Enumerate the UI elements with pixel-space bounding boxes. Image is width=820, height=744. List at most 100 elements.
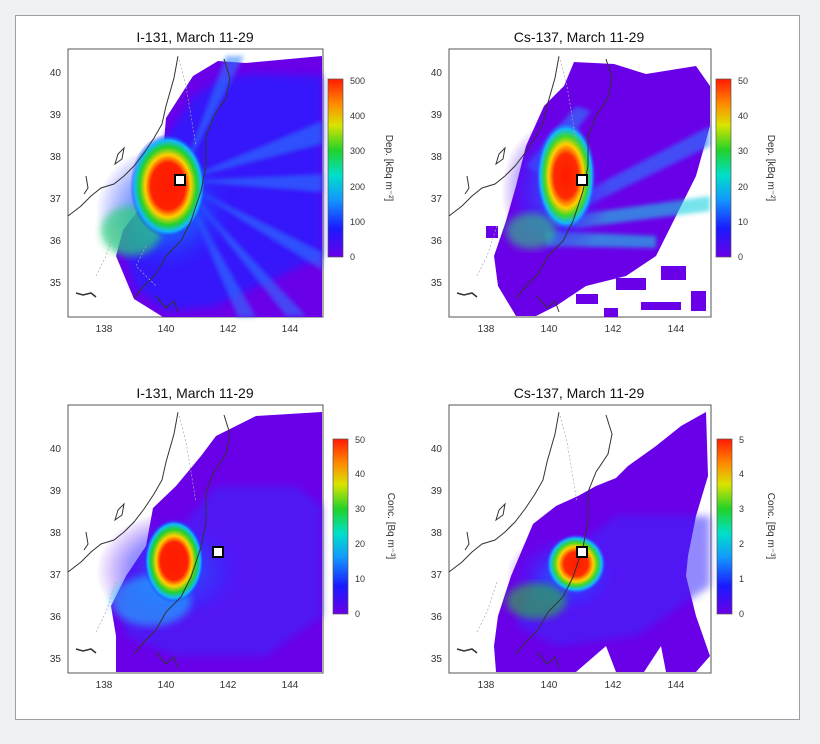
- x-axis-ticks: 138 140 142 144: [96, 680, 299, 691]
- y-axis-ticks: 35 36 37 38 39 40: [431, 444, 443, 665]
- colorbar-tick: 400: [350, 111, 365, 121]
- colorbar-tick: 10: [355, 574, 365, 584]
- y-tick-label: 37: [431, 194, 443, 205]
- colorbar-tick: 0: [350, 252, 355, 262]
- panel-4: Cs-137, March 11-29 35 36 37 38 39: [431, 385, 776, 691]
- colorbar-tick: 4: [739, 469, 744, 479]
- panel-title: Cs-137, March 11-29: [514, 29, 645, 45]
- y-tick-label: 38: [50, 152, 62, 163]
- colorbar-tick: 0: [739, 609, 744, 619]
- x-tick-label: 140: [541, 324, 558, 335]
- colorbar-tick: 40: [738, 111, 748, 121]
- y-tick-label: 40: [50, 68, 62, 79]
- colorbar-tick: 100: [350, 217, 365, 227]
- y-tick-label: 38: [50, 528, 62, 539]
- y-tick-label: 35: [431, 654, 443, 665]
- x-tick-label: 140: [158, 680, 175, 691]
- x-tick-label: 142: [220, 680, 237, 691]
- colorbar-tick: 200: [350, 182, 365, 192]
- panel-2: Cs-137, March 11-29: [431, 29, 776, 335]
- y-tick-label: 36: [431, 236, 443, 247]
- colorbar-label: Dep. [kBq m⁻²]: [383, 135, 394, 202]
- x-tick-label: 138: [478, 324, 495, 335]
- prefecture-borders: [95, 55, 197, 287]
- panel-1: I-131, March 11-29: [50, 29, 394, 335]
- y-tick-label: 40: [431, 68, 443, 79]
- y-axis-ticks: 35 36 37 38 39 40: [50, 68, 62, 289]
- colorbar-tick: 0: [355, 609, 360, 619]
- colorbar: 0 10 20 30 40 50 Dep. [kBq m⁻²]: [715, 76, 776, 262]
- prefecture-borders: [476, 55, 578, 277]
- y-tick-label: 40: [431, 444, 443, 455]
- x-axis-ticks: 138 140 142 144: [96, 324, 299, 335]
- figure-svg: I-131, March 11-29: [50, 29, 776, 691]
- plume-field: [486, 62, 710, 317]
- colorbar-tick: 1: [739, 574, 744, 584]
- colorbar-tick: 20: [355, 539, 365, 549]
- y-tick-label: 40: [50, 444, 62, 455]
- colorbar-tick: 50: [355, 435, 365, 445]
- colorbar-gradient: [716, 438, 733, 615]
- y-axis-ticks: 35 36 37 38 39 40: [431, 68, 443, 289]
- colorbar-label: Dep. [kBq m⁻²]: [765, 135, 776, 202]
- colorbar-gradient: [327, 78, 344, 258]
- coastline: [67, 55, 231, 313]
- colorbar-label: Conc. [Bq m⁻³]: [385, 493, 396, 560]
- coastline: [67, 411, 231, 669]
- colorbar-tick: 2: [739, 539, 744, 549]
- x-tick-label: 140: [158, 324, 175, 335]
- coastline: [448, 55, 613, 313]
- y-axis-ticks: 35 36 37 38 39 40: [50, 444, 62, 665]
- y-tick-label: 36: [50, 612, 62, 623]
- x-axis-ticks: 138 140 142 144: [478, 324, 685, 335]
- colorbar: 0 10 20 30 40 50 Conc. [Bq m⁻³]: [332, 435, 396, 619]
- y-tick-label: 37: [431, 570, 443, 581]
- colorbar-tick: 30: [738, 146, 748, 156]
- colorbar-tick: 20: [738, 182, 748, 192]
- source-marker: [174, 174, 186, 186]
- x-tick-label: 138: [478, 680, 495, 691]
- x-tick-label: 144: [668, 680, 685, 691]
- x-tick-label: 138: [96, 324, 113, 335]
- prefecture-borders: [476, 411, 578, 633]
- y-tick-label: 39: [50, 486, 62, 497]
- colorbar-tick: 0: [738, 252, 743, 262]
- colorbar-tick: 10: [738, 217, 748, 227]
- plume-field: [96, 412, 322, 672]
- colorbar: 0 1 2 3 4 5 Conc. [Bq m⁻³]: [716, 435, 776, 619]
- x-tick-label: 142: [605, 680, 622, 691]
- y-tick-label: 35: [50, 654, 62, 665]
- panel-title: Cs-137, March 11-29: [514, 385, 645, 401]
- colorbar-gradient: [332, 438, 349, 615]
- x-tick-label: 142: [605, 324, 622, 335]
- y-tick-label: 37: [50, 194, 62, 205]
- colorbar-tick: 40: [355, 469, 365, 479]
- colorbar-tick: 5: [739, 435, 744, 445]
- panel-title: I-131, March 11-29: [136, 385, 253, 401]
- x-tick-label: 142: [220, 324, 237, 335]
- y-tick-label: 35: [50, 278, 62, 289]
- colorbar-tick: 300: [350, 146, 365, 156]
- x-tick-label: 144: [282, 680, 299, 691]
- colorbar-gradient: [715, 78, 732, 258]
- x-tick-label: 138: [96, 680, 113, 691]
- plume-field: [494, 412, 710, 672]
- y-tick-label: 38: [431, 152, 443, 163]
- colorbar-tick: 500: [350, 76, 365, 86]
- y-tick-label: 36: [431, 612, 443, 623]
- y-tick-label: 36: [50, 236, 62, 247]
- y-tick-label: 37: [50, 570, 62, 581]
- colorbar-label: Conc. [Bq m⁻³]: [765, 493, 776, 560]
- source-marker: [576, 546, 588, 558]
- colorbar: 0 100 200 300 400 500 Dep. [kBq m⁻²]: [327, 76, 394, 262]
- panel-title: I-131, March 11-29: [136, 29, 253, 45]
- x-tick-label: 144: [668, 324, 685, 335]
- figure-frame: I-131, March 11-29: [15, 15, 800, 720]
- source-marker: [576, 174, 588, 186]
- y-tick-label: 35: [431, 278, 443, 289]
- x-axis-ticks: 138 140 142 144: [478, 680, 685, 691]
- y-tick-label: 39: [431, 486, 443, 497]
- prefecture-borders: [95, 411, 197, 633]
- x-tick-label: 144: [282, 324, 299, 335]
- plume-field: [96, 56, 322, 317]
